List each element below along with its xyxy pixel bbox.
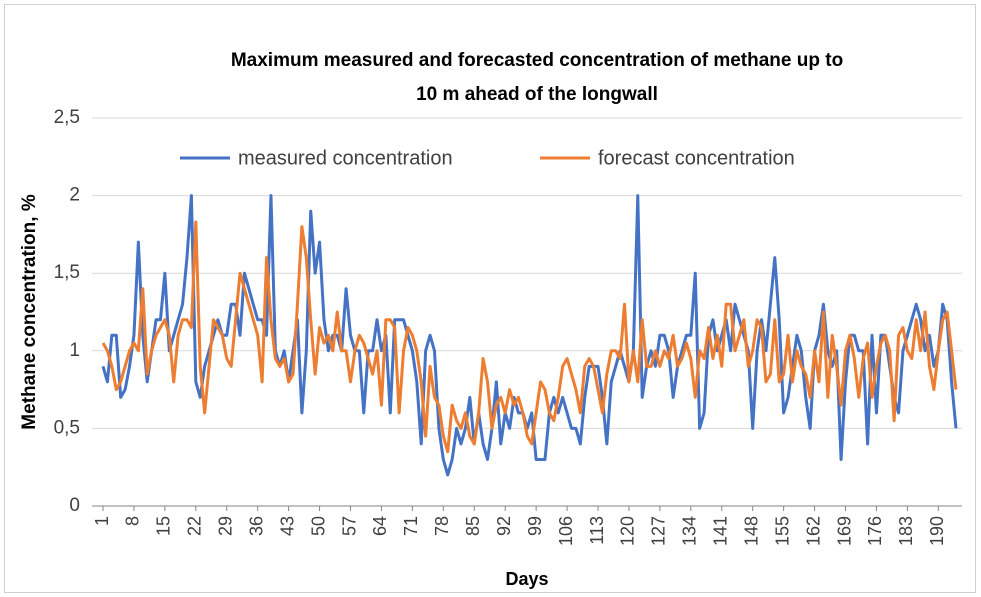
x-tick-label: 64 [370, 516, 390, 536]
y-tick-label: 2,5 [54, 107, 80, 128]
legend-label: measured concentration [238, 147, 453, 169]
x-tick-label: 141 [711, 516, 731, 546]
x-tick-label: 183 [896, 516, 916, 546]
x-tick-label: 134 [680, 516, 700, 546]
x-tick-label: 190 [927, 516, 947, 546]
x-tick-label: 148 [741, 516, 761, 546]
x-tick-label: 169 [834, 516, 854, 546]
x-tick-label: 85 [463, 516, 483, 536]
y-tick-label: 0,5 [54, 417, 80, 438]
x-tick-label: 113 [587, 516, 607, 545]
x-tick-label: 50 [308, 516, 328, 536]
y-tick-label: 1 [69, 340, 80, 361]
x-tick-label: 92 [494, 516, 514, 536]
x-tick-label: 22 [185, 516, 205, 536]
x-tick-label: 78 [432, 516, 452, 536]
y-tick-label: 2 [69, 185, 80, 206]
x-tick-label: 99 [525, 516, 545, 536]
x-tick-label: 36 [246, 516, 266, 536]
x-tick-label: 162 [803, 516, 823, 546]
x-tick-label: 155 [772, 516, 792, 546]
y-axis-title: Methane concentration, % [19, 194, 40, 430]
series-line [101, 220, 958, 454]
x-axis-title: Days [505, 569, 548, 589]
y-tick-label: 1,5 [54, 262, 80, 283]
x-tick-label: 106 [556, 516, 576, 546]
chart-title: Maximum measured and forecasted concentr… [231, 50, 843, 71]
y-tick-label: 0 [69, 495, 80, 516]
x-tick-label: 57 [339, 516, 359, 536]
x-tick-label: 176 [865, 516, 885, 546]
legend-label: forecast concentration [598, 147, 795, 169]
x-tick-label: 29 [216, 516, 236, 536]
chart-title: 10 m ahead of the longwall [416, 84, 658, 105]
x-tick-label: 1 [92, 516, 112, 526]
x-tick-label: 43 [277, 516, 297, 536]
x-tick-label: 120 [618, 516, 638, 546]
x-tick-label: 15 [154, 516, 174, 536]
x-tick-label: 127 [649, 516, 669, 546]
x-tick-label: 8 [123, 516, 143, 526]
x-tick-label: 71 [401, 516, 421, 536]
